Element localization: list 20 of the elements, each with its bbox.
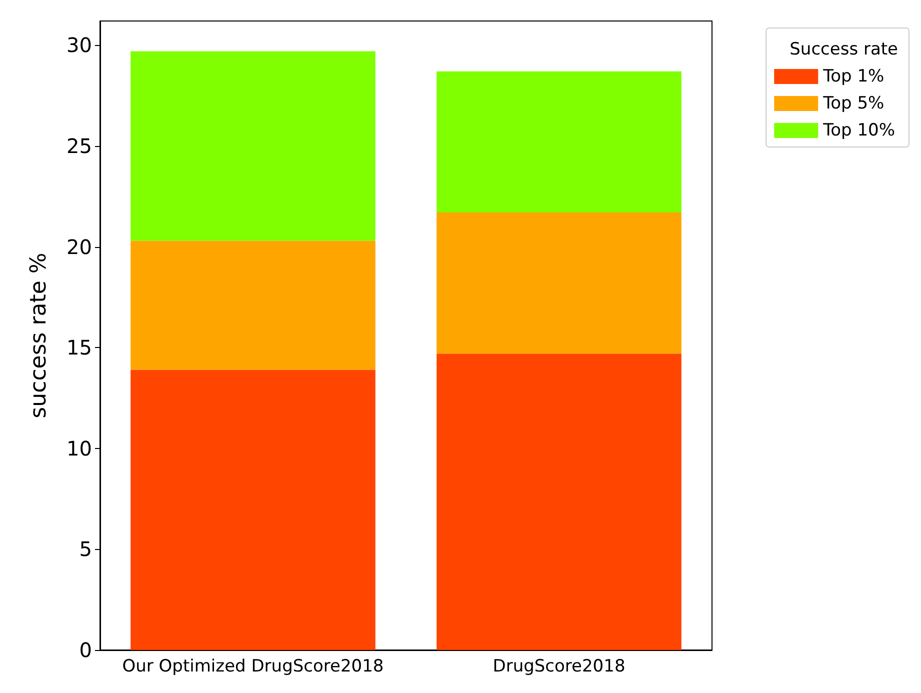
y-tick-label: 10: [66, 436, 92, 460]
x-tick-label: DrugScore2018: [492, 656, 626, 676]
y-tick-label: 5: [79, 537, 92, 562]
bar: [130, 51, 376, 241]
bar: [130, 240, 376, 370]
y-tick-label: 30: [66, 33, 92, 58]
legend-label: Top 1%: [822, 66, 884, 86]
bar: [130, 370, 376, 650]
x-tick-label: Our Optimized DrugScore2018: [122, 656, 384, 676]
y-axis-title: success rate %: [26, 252, 52, 418]
y-tick-label: 15: [66, 336, 92, 360]
bar: [436, 71, 682, 213]
y-tick-label: 20: [66, 234, 92, 259]
bar: [436, 212, 682, 354]
y-tick-label: 25: [66, 134, 92, 158]
legend-title: Success rate: [790, 40, 898, 60]
y-tick-label: 0: [79, 638, 92, 662]
legend-label: Top 5%: [822, 94, 884, 114]
legend-label: Top 10%: [822, 120, 896, 140]
bar: [436, 354, 682, 650]
